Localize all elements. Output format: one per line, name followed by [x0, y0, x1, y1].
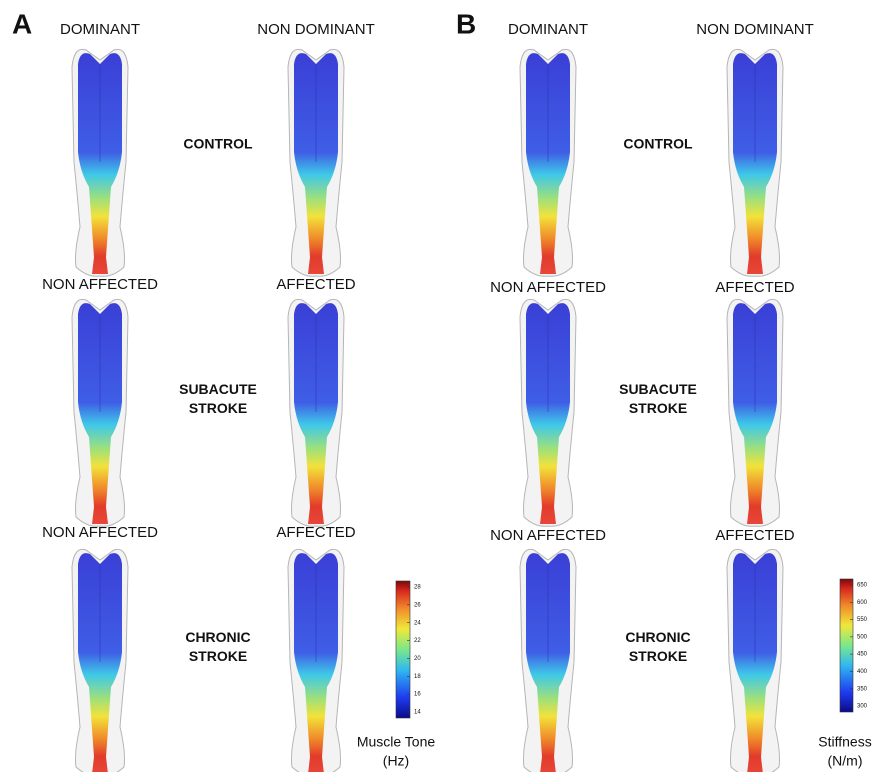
row-label: STROKE — [189, 648, 247, 664]
column-label: NON DOMINANT — [696, 21, 814, 38]
column-label: AFFECTED — [715, 527, 794, 544]
colorbar-tick-label: 18 — [414, 674, 421, 680]
colorbar-tick-label: 24 — [414, 620, 421, 626]
colorbar-title: Muscle Tone — [357, 734, 436, 750]
colorbar-tick-label: 28 — [414, 585, 421, 591]
colorbar-title: (N/m) — [828, 753, 863, 769]
row-label: STROKE — [189, 400, 247, 416]
column-label: NON DOMINANT — [257, 21, 375, 38]
row-label: SUBACUTE — [179, 381, 257, 397]
column-label: DOMINANT — [60, 21, 140, 38]
column-label: DOMINANT — [508, 21, 588, 38]
colorbar-tick-label: 22 — [414, 638, 421, 644]
colorbar-tick-label: 16 — [414, 692, 421, 698]
row-label: CONTROL — [623, 136, 693, 152]
colorbar-title: Stiffness — [818, 734, 871, 750]
column-label: NON AFFECTED — [42, 276, 158, 293]
colorbar-title: (Hz) — [383, 753, 409, 769]
colorbar-tick-label: 350 — [857, 686, 868, 692]
row-label: STROKE — [629, 400, 687, 416]
colorbar-tick-label: 450 — [857, 652, 868, 658]
row-label: CHRONIC — [625, 629, 690, 645]
colorbar-tick-label: 20 — [414, 656, 421, 662]
column-label: NON AFFECTED — [490, 527, 606, 544]
column-label: AFFECTED — [276, 524, 355, 541]
colorbar-tick-label: 14 — [414, 710, 421, 716]
colorbar-tick-label: 400 — [857, 669, 868, 675]
colorbar-tick-label: 600 — [857, 600, 868, 606]
row-label: STROKE — [629, 648, 687, 664]
figure: A DOMINANT NON DOMINANT CONTROL NON AFFECTED… — [0, 0, 877, 772]
colorbar-tick-label: 650 — [857, 583, 868, 589]
colorbar-tick-label: 500 — [857, 634, 868, 640]
colorbar — [396, 581, 410, 718]
column-label: NON AFFECTED — [490, 279, 606, 296]
column-label: NON AFFECTED — [42, 524, 158, 541]
row-label: CHRONIC — [185, 629, 250, 645]
column-label: AFFECTED — [715, 279, 794, 296]
row-label: CONTROL — [183, 136, 253, 152]
panel-letter: A — [12, 8, 32, 39]
colorbar-tick-label: 26 — [414, 602, 421, 608]
row-label: SUBACUTE — [619, 381, 697, 397]
colorbar-tick-label: 550 — [857, 617, 868, 623]
colorbar — [840, 579, 853, 712]
colorbar-tick-label: 300 — [857, 704, 868, 710]
column-label: AFFECTED — [276, 276, 355, 293]
panel-letter: B — [456, 8, 476, 39]
